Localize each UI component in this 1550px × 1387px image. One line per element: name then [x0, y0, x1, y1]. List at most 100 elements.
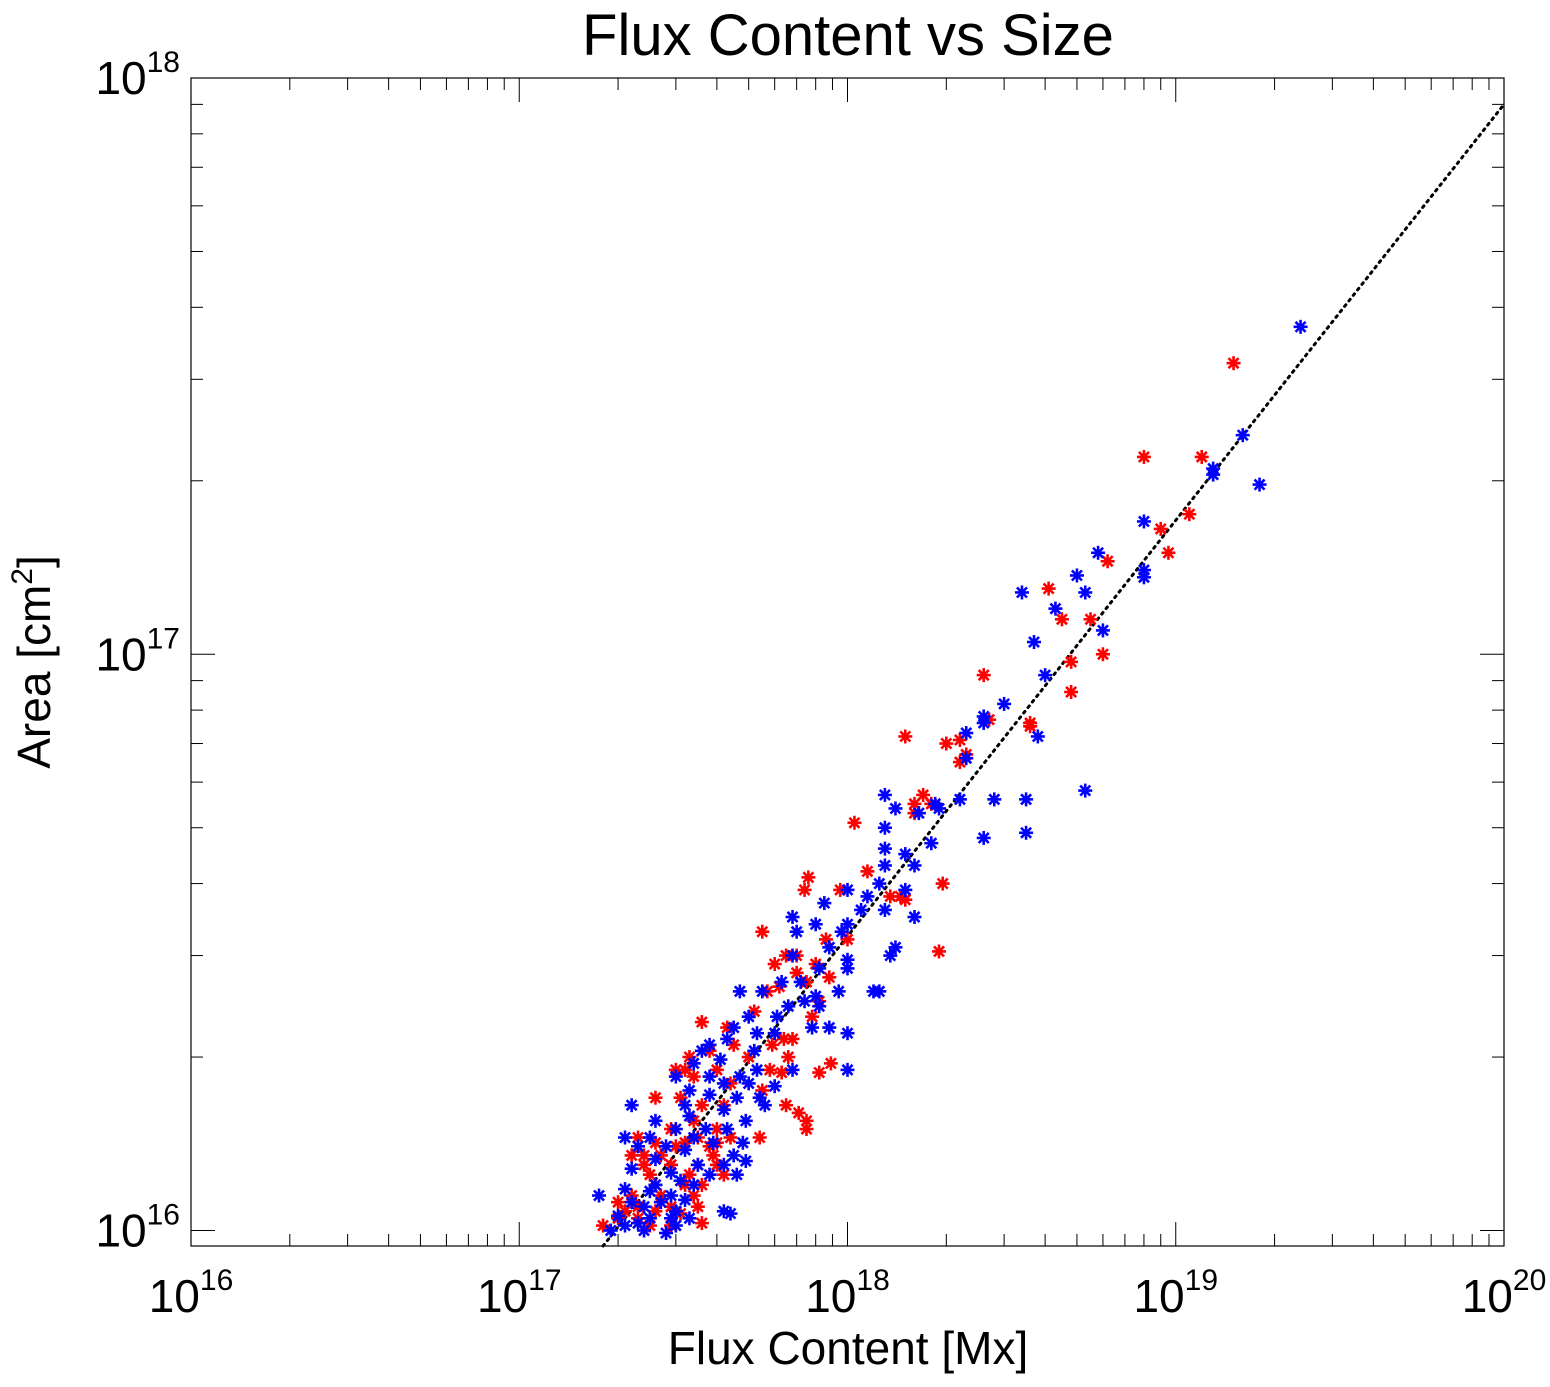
x-tick-label: 1019: [1133, 1264, 1218, 1322]
data-point: [877, 787, 892, 802]
y-axis-ticks: 1016 1017 1018: [95, 46, 1504, 1257]
data-point: [831, 984, 846, 999]
data-point: [668, 1204, 683, 1219]
data-point: [1083, 612, 1098, 627]
data-point: [805, 1020, 820, 1035]
data-point: [767, 957, 782, 972]
data-point: [726, 1148, 741, 1163]
y-axis-label-tail: ]: [8, 555, 60, 568]
data-point: [822, 940, 837, 955]
data-point: [668, 1122, 683, 1137]
data-point: [1206, 461, 1221, 476]
data-point: [682, 1083, 697, 1098]
data-point: [592, 1188, 607, 1203]
data-point: [624, 1098, 639, 1113]
data-point: [757, 1098, 772, 1113]
data-point: [702, 1069, 717, 1084]
data-point: [1027, 635, 1042, 650]
data-point: [812, 1065, 827, 1080]
data-point: [898, 847, 913, 862]
data-point: [1078, 783, 1093, 798]
data-point: [762, 1062, 777, 1077]
data-point: [840, 882, 855, 897]
x-axis-ticks: 1016 1017 1018 1019 1020: [149, 78, 1547, 1322]
data-point: [1100, 554, 1115, 569]
data-point: [799, 1122, 814, 1137]
data-point: [997, 696, 1012, 711]
data-point: [659, 1139, 674, 1154]
data-point: [618, 1218, 633, 1233]
data-point: [840, 952, 855, 967]
data-point: [1161, 545, 1176, 560]
data-point: [690, 1199, 705, 1214]
data-point: [1252, 477, 1267, 492]
data-point: [630, 1139, 645, 1154]
data-point: [678, 1098, 693, 1113]
data-point: [648, 1090, 663, 1105]
data-point: [959, 726, 974, 741]
data-point: [694, 1098, 709, 1113]
data-point: [682, 1050, 697, 1065]
data-point: [749, 1062, 764, 1077]
data-point: [678, 1142, 693, 1157]
data-point: [690, 1157, 705, 1172]
data-point: [765, 1037, 780, 1052]
data-point: [686, 1056, 701, 1071]
data-point: [678, 1062, 693, 1077]
data-point: [812, 999, 827, 1014]
data-point: [678, 1192, 693, 1207]
data-point: [781, 1050, 796, 1065]
data-point: [1041, 581, 1056, 596]
data-point: [686, 1069, 701, 1084]
data-point: [706, 1135, 721, 1150]
data-point: [797, 882, 812, 897]
x-tick-label: 1016: [149, 1264, 234, 1322]
data-point: [603, 1223, 618, 1238]
data-point: [1069, 568, 1084, 583]
data-point: [860, 864, 875, 879]
data-point: [1293, 319, 1308, 334]
data-point: [664, 1188, 679, 1203]
data-point: [976, 830, 991, 845]
data-point: [637, 1199, 652, 1214]
data-point: [801, 870, 816, 885]
data-points-layer: [592, 319, 1308, 1241]
data-point: [888, 801, 903, 816]
data-point: [624, 1148, 639, 1163]
data-point: [682, 1211, 697, 1226]
data-point: [642, 1130, 657, 1145]
data-point: [729, 1090, 744, 1105]
data-point: [781, 999, 796, 1014]
data-point: [987, 792, 1002, 807]
data-point: [808, 917, 823, 932]
data-point: [877, 858, 892, 873]
data-point: [716, 1157, 731, 1172]
chart-title: Flux Content vs Size: [582, 3, 1114, 68]
data-point: [741, 1009, 756, 1024]
data-point: [713, 1052, 728, 1067]
data-point: [642, 1167, 657, 1182]
data-point: [694, 1043, 709, 1058]
data-point: [668, 1069, 683, 1084]
data-point: [898, 882, 913, 897]
y-axis-label: Area [cm2]: [6, 555, 60, 769]
data-point: [673, 1173, 688, 1188]
data-point: [797, 994, 812, 1009]
x-axis-label: Flux Content [Mx]: [668, 1322, 1028, 1374]
data-point: [716, 1102, 731, 1117]
data-point: [749, 1026, 764, 1041]
y-tick-label: 1018: [95, 46, 180, 104]
data-point: [860, 889, 875, 904]
data-point: [883, 948, 898, 963]
data-point: [1078, 585, 1093, 600]
data-point: [785, 948, 800, 963]
data-point: [723, 1206, 738, 1221]
data-point: [738, 1154, 753, 1169]
data-point: [840, 1062, 855, 1077]
data-point: [877, 841, 892, 856]
x-tick-label: 1020: [1462, 1264, 1547, 1322]
data-point: [939, 736, 954, 751]
x-tick-label: 1017: [477, 1264, 562, 1322]
data-point: [720, 1031, 735, 1046]
fit-line-layer: [601, 102, 1506, 1248]
